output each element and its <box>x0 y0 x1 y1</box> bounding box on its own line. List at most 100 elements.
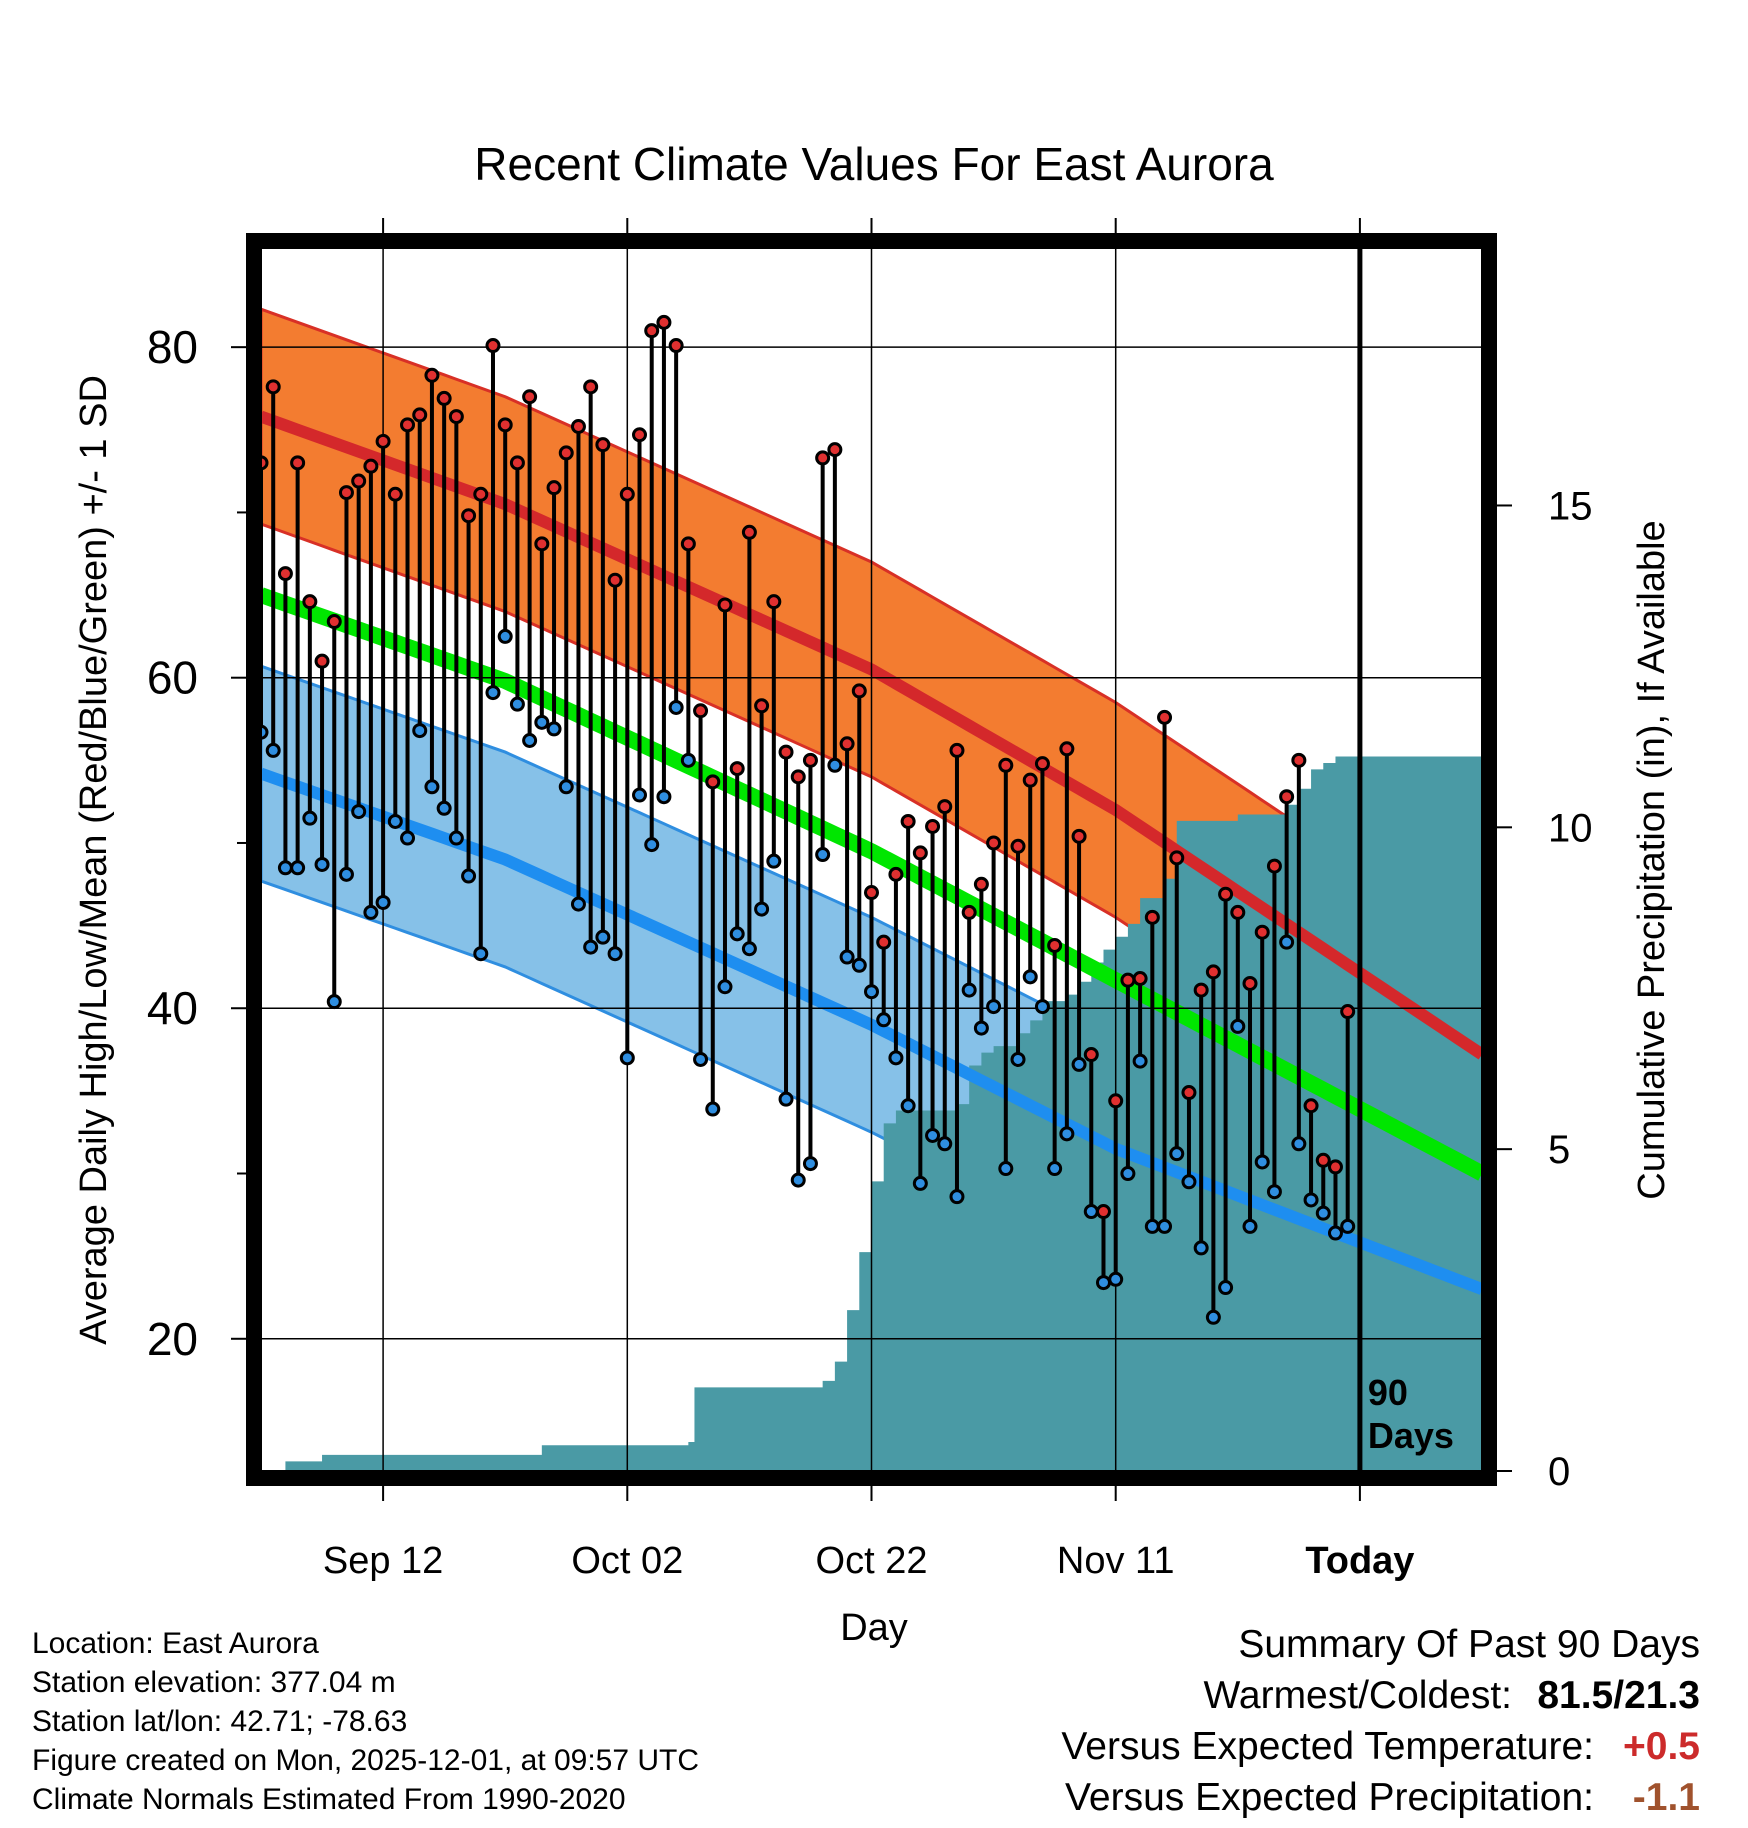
high-temp-point <box>461 508 477 524</box>
high-temp-point <box>961 904 977 920</box>
high-temp-point <box>778 744 794 760</box>
high-temp-point <box>1108 1093 1124 1109</box>
high-temp-point <box>1059 741 1075 757</box>
elevation-text: Station elevation: 377.04 m <box>32 1666 396 1699</box>
low-temp-point <box>338 866 354 882</box>
high-temp-point <box>1279 789 1295 805</box>
low-temp-point <box>766 853 782 869</box>
high-temp-point <box>509 455 525 471</box>
low-temp-point <box>522 733 538 749</box>
low-temp-point <box>412 723 428 739</box>
axes: Sep 12 Oct 02 Oct 22 Nov 11 Today 20 40 60 80 0 5 1… <box>147 218 1593 1582</box>
high-temp-point <box>619 486 635 502</box>
high-temp-point <box>1242 975 1258 991</box>
low-temp-point <box>680 752 696 768</box>
low-temp-point <box>986 999 1002 1015</box>
low-temp-point <box>802 1156 818 1172</box>
precip-row: Versus Expected Precipitation: -1.1 <box>1061 1772 1700 1823</box>
high-temp-point <box>900 813 916 829</box>
low-temp-point <box>1230 1018 1246 1034</box>
y2-tick-label: 0 <box>1548 1450 1570 1494</box>
y-tick-label: 60 <box>147 652 198 704</box>
low-temp-point <box>326 994 342 1010</box>
high-temp-point <box>424 367 440 383</box>
low-temp-point <box>424 779 440 795</box>
low-temp-point <box>1254 1154 1270 1170</box>
x-tick-label: Oct 02 <box>571 1540 683 1582</box>
low-temp-point <box>1047 1161 1063 1177</box>
station-info: Location: East Aurora Station elevation:… <box>32 1624 699 1819</box>
low-temp-point <box>1132 1053 1148 1069</box>
low-temp-point <box>644 837 660 853</box>
high-temp-point <box>546 480 562 496</box>
high-temp-point <box>1071 828 1087 844</box>
high-temp-point <box>261 455 269 471</box>
high-temp-point <box>277 566 293 582</box>
chart-title: Recent Climate Values For East Aurora <box>474 138 1274 190</box>
high-temp-point <box>570 418 586 434</box>
high-temp-point <box>1047 937 1063 953</box>
high-temp-point <box>326 614 342 630</box>
low-temp-point <box>461 868 477 884</box>
high-temp-point <box>1132 970 1148 986</box>
low-temp-point <box>277 860 293 876</box>
x-tick-label: Nov 11 <box>1057 1540 1175 1582</box>
low-temp-point <box>815 847 831 863</box>
low-temp-point <box>1059 1126 1075 1142</box>
warm-cold-value: 81.5/21.3 <box>1537 1674 1700 1717</box>
created-text: Figure created on Mon, 2025-12-01, at 09… <box>32 1744 700 1777</box>
low-temp-point <box>876 1012 892 1028</box>
low-temp-point <box>1169 1146 1185 1162</box>
high-temp-point <box>448 409 464 425</box>
high-temp-point <box>1120 972 1136 988</box>
high-temp-point <box>949 742 965 758</box>
low-temp-point <box>546 721 562 737</box>
low-temp-point <box>400 830 416 846</box>
high-temp-point <box>375 433 391 449</box>
high-temp-point <box>1218 886 1234 902</box>
high-temp-point <box>607 572 623 588</box>
high-temp-point <box>1169 850 1185 866</box>
high-temp-point <box>1340 1004 1356 1020</box>
low-temp-point <box>973 1020 989 1036</box>
temp-value: +0.5 <box>1623 1725 1700 1768</box>
high-temp-point <box>754 698 770 714</box>
high-temp-point <box>766 594 782 610</box>
low-temp-point <box>1071 1056 1087 1072</box>
high-temp-point <box>1254 924 1270 940</box>
low-temp-point <box>351 804 367 820</box>
low-temp-point <box>261 724 269 740</box>
precip-area <box>285 756 1482 1471</box>
low-temp-point <box>1242 1218 1258 1234</box>
high-temp-point <box>290 455 306 471</box>
high-temp-point <box>937 799 953 815</box>
high-temp-point <box>729 761 745 777</box>
low-temp-point <box>656 789 672 805</box>
high-temp-point <box>1327 1159 1343 1175</box>
high-temp-point <box>851 683 867 699</box>
low-temp-point <box>1010 1051 1026 1067</box>
low-temp-point <box>473 946 489 962</box>
low-temp-point <box>375 894 391 910</box>
low-temp-point <box>998 1161 1014 1177</box>
high-temp-point <box>827 442 843 458</box>
high-temp-point <box>864 885 879 901</box>
low-temp-point <box>1279 934 1295 950</box>
x-axis-label: Day <box>840 1607 908 1649</box>
y-tick-label: 80 <box>147 321 198 373</box>
high-temp-point <box>973 876 989 892</box>
high-temp-point <box>680 536 696 552</box>
high-temp-point <box>1230 904 1246 920</box>
high-temp-point <box>912 845 928 861</box>
low-temp-point <box>1181 1174 1197 1190</box>
low-temp-point <box>1157 1218 1173 1234</box>
low-temp-point <box>937 1136 953 1152</box>
high-temp-point <box>925 818 941 834</box>
low-temp-point <box>485 685 501 701</box>
high-temp-point <box>1144 909 1160 925</box>
low-temp-point <box>729 926 745 942</box>
latlon-text: Station lat/lon: 42.71; -78.63 <box>32 1705 408 1738</box>
high-temp-point <box>595 437 611 453</box>
low-temp-point <box>1291 1136 1307 1152</box>
